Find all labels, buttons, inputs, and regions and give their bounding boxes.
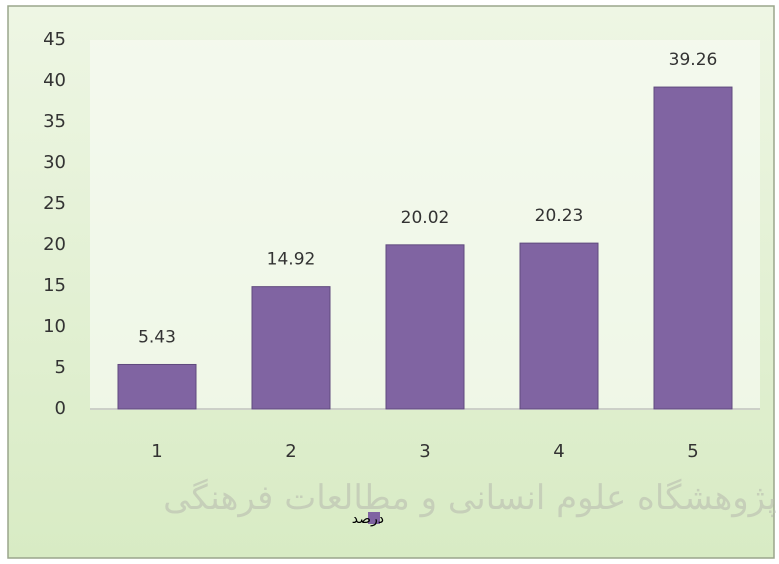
x-tick-label: 2 (285, 441, 296, 462)
chart: پژوهشگاه علوم انسانی و مطالعات فرهنگی 0 5… (0, 0, 779, 564)
data-label: 20.02 (401, 208, 450, 228)
y-tick-label: 5 (55, 357, 66, 378)
y-tick-label: 0 (55, 398, 66, 419)
watermark: پژوهشگاه علوم انسانی و مطالعات فرهنگی (163, 478, 777, 518)
y-tick-label: 10 (43, 316, 66, 337)
x-tick-label: 3 (419, 441, 430, 462)
y-tick-label: 40 (43, 70, 66, 91)
legend-label: درصد (352, 511, 384, 527)
y-tick-label: 30 (43, 152, 66, 173)
y-tick-label: 20 (43, 234, 66, 255)
bar (520, 243, 598, 409)
bar (118, 364, 196, 409)
data-label: 14.92 (267, 250, 316, 270)
x-tick-label: 5 (687, 441, 698, 462)
data-label: 5.43 (138, 327, 176, 347)
data-label: 39.26 (669, 50, 718, 70)
y-tick-label: 45 (43, 29, 66, 50)
x-tick-label: 1 (151, 441, 162, 462)
bar (654, 87, 732, 409)
bar (252, 287, 330, 409)
y-tick-label: 15 (43, 275, 66, 296)
y-tick-label: 25 (43, 193, 66, 214)
bar (386, 245, 464, 409)
x-tick-label: 4 (553, 441, 564, 462)
data-label: 20.23 (535, 206, 584, 226)
y-tick-label: 35 (43, 111, 66, 132)
